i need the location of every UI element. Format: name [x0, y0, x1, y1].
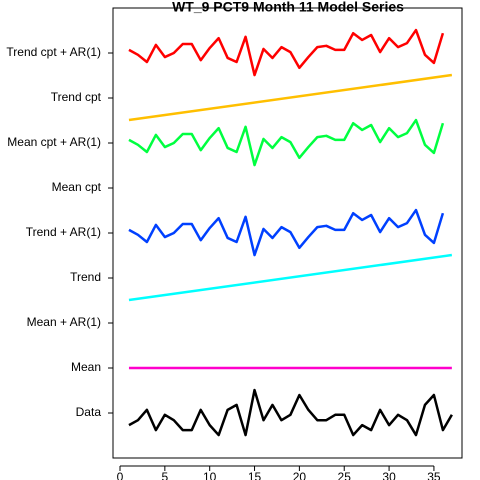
plot-box	[112, 7, 463, 459]
series-line	[128, 253, 453, 302]
y-tick-label: Mean	[71, 360, 101, 374]
series-line	[128, 28, 445, 77]
x-tick-label: 15	[248, 470, 262, 480]
y-tick-label: Data	[76, 405, 102, 419]
series-line	[128, 388, 453, 437]
x-tick-label: 5	[161, 470, 168, 480]
series-line	[128, 73, 453, 122]
y-tick-label: Mean + AR(1)	[27, 315, 101, 329]
x-tick-label: 20	[293, 470, 307, 480]
x-tick-label: 0	[117, 470, 124, 480]
y-tick-label: Mean cpt	[52, 180, 102, 194]
y-tick-label: Trend + AR(1)	[26, 225, 101, 239]
y-tick-label: Mean cpt + AR(1)	[7, 135, 101, 149]
x-tick-label: 35	[427, 470, 441, 480]
series-line	[128, 118, 445, 167]
y-tick-label: Trend cpt + AR(1)	[6, 45, 101, 59]
series-line	[128, 208, 445, 257]
x-tick-label: 25	[338, 470, 352, 480]
chart-title: WT_9 PCT9 Month 11 Model Series	[172, 0, 404, 15]
x-tick-label: 10	[203, 470, 217, 480]
x-tick-label: 30	[382, 470, 396, 480]
y-tick-label: Trend	[70, 270, 101, 284]
y-tick-label: Trend cpt	[51, 90, 102, 104]
